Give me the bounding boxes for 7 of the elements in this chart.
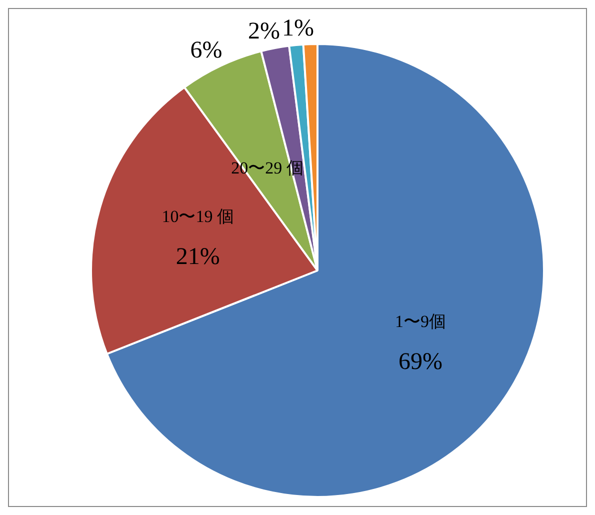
slice-label: 1〜9個 [395, 312, 446, 331]
data-label: 21% [176, 244, 220, 270]
data-label: 69% [398, 348, 443, 375]
data-label: 6% [190, 37, 222, 64]
slice-label: 10〜19 個 [162, 207, 234, 226]
data-label: 1% [282, 15, 314, 42]
data-label: 2% [248, 18, 280, 45]
